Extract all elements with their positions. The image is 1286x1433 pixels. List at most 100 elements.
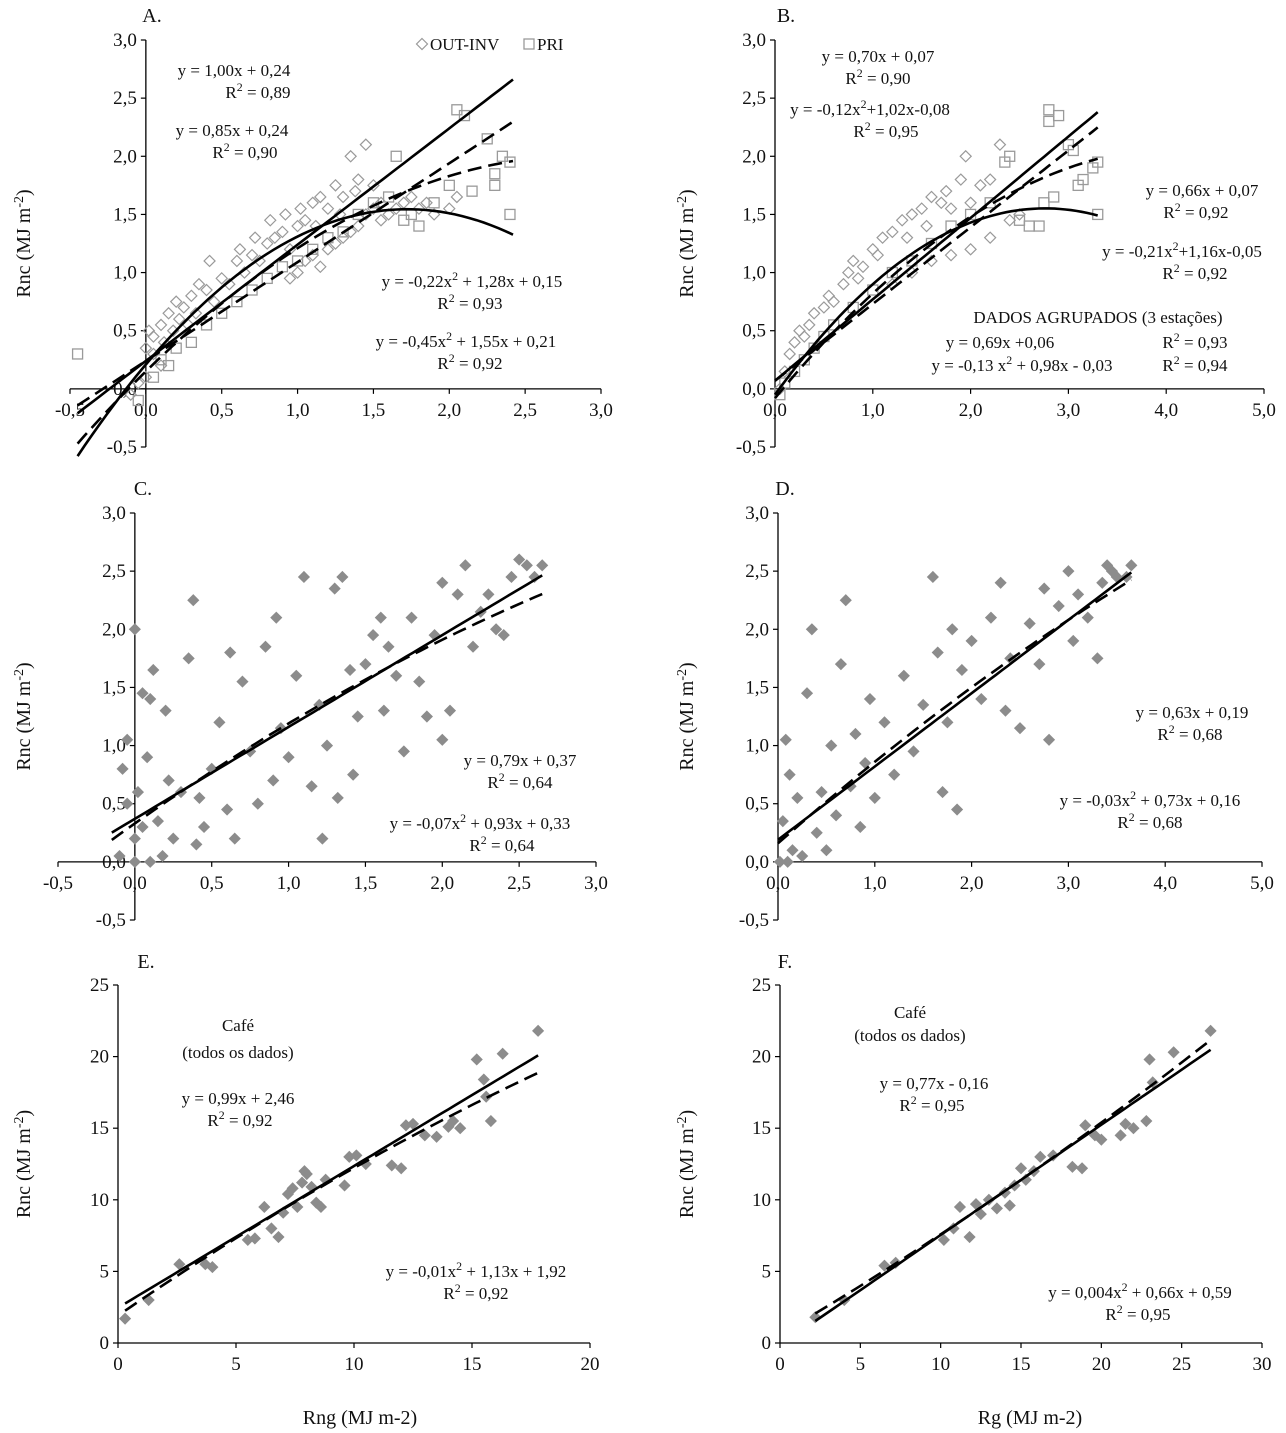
x-tick-label: 0,0 — [134, 400, 158, 421]
data-point — [360, 139, 371, 150]
trendline — [112, 575, 542, 832]
panel-label: C. — [134, 478, 152, 500]
data-point — [237, 676, 248, 687]
trendline-equation: y = 0,99x + 2,46 — [182, 1089, 295, 1108]
trendline — [112, 594, 542, 840]
data-point — [877, 232, 888, 243]
data-point — [148, 664, 159, 675]
x-tick-label: 1,0 — [277, 873, 301, 894]
data-point — [897, 215, 908, 226]
x-tick-label: 2,0 — [959, 400, 983, 421]
data-point — [444, 705, 455, 716]
data-point — [964, 1232, 975, 1243]
y-tick-label: 2,5 — [745, 561, 769, 582]
y-axis-title: Rnc (MJ m-2) — [12, 189, 36, 297]
data-point — [468, 641, 479, 652]
data-point — [386, 1160, 397, 1171]
data-point — [916, 203, 927, 214]
data-point — [966, 635, 977, 646]
data-point — [120, 1313, 131, 1324]
trendline-r2: R2 = 0,92 — [207, 1108, 272, 1130]
y-tick-label: 2,0 — [742, 146, 766, 167]
data-point — [872, 250, 883, 261]
data-point — [339, 1180, 350, 1191]
y-tick-label: 0,5 — [742, 321, 766, 342]
data-point — [163, 308, 174, 319]
y-tick-label: -0,5 — [739, 910, 769, 931]
data-point — [797, 851, 808, 862]
trendline-equation: y = -0,45x2 + 1,55x + 0,21 — [376, 329, 557, 351]
trendline-r2: R2 = 0,92 — [437, 351, 502, 373]
panel-label: B. — [777, 5, 795, 27]
data-point — [353, 174, 364, 185]
trendline-equation: y = -0,07x2 + 0,93x + 0,33 — [390, 811, 571, 833]
data-point — [315, 261, 326, 272]
data-point — [330, 180, 341, 191]
x-tick-label: 25 — [1172, 1354, 1191, 1375]
data-point — [946, 203, 957, 214]
data-point — [1034, 659, 1045, 670]
y-tick-label: -0,5 — [107, 437, 137, 458]
trendline-r2: R2 = 0,93 — [1162, 330, 1227, 352]
data-point — [946, 250, 957, 261]
y-tick-label: 15 — [90, 1118, 109, 1139]
y-axis-title: Rnc (MJ m-2) — [675, 189, 699, 297]
data-point — [853, 273, 864, 284]
x-tick-label: 1,5 — [362, 400, 386, 421]
data-point — [782, 856, 793, 867]
data-point — [811, 827, 822, 838]
data-point — [976, 694, 987, 705]
data-point — [137, 821, 148, 832]
data-point — [414, 221, 424, 231]
data-point — [225, 647, 236, 658]
data-point — [467, 186, 477, 196]
data-point — [1082, 612, 1093, 623]
panel-f: 05101520250 5 10 15 20 25 30Rnc (MJ m-2)F.y = … — [675, 951, 1272, 1375]
y-tick-label: 20 — [90, 1047, 109, 1068]
y-tick-label: 2,0 — [113, 146, 137, 167]
y-tick-label: 2,0 — [102, 619, 126, 640]
trendline-r2: R2 = 0,90 — [845, 66, 910, 88]
data-point — [1068, 635, 1079, 646]
data-point — [838, 279, 849, 290]
x-tick-label: 2,0 — [430, 873, 454, 894]
data-point — [368, 630, 379, 641]
panel-label: F. — [778, 951, 793, 973]
data-point — [1115, 1130, 1126, 1141]
data-point — [117, 763, 128, 774]
data-point — [332, 792, 343, 803]
data-point — [204, 255, 215, 266]
data-point — [955, 174, 966, 185]
trendline-equation: y = -0,01x2 + 1,13x + 1,92 — [386, 1259, 567, 1281]
data-point — [234, 244, 245, 255]
data-point — [298, 571, 309, 582]
data-point — [802, 688, 813, 699]
data-point — [485, 1116, 496, 1127]
data-point — [306, 781, 317, 792]
data-point — [183, 653, 194, 664]
data-point — [1039, 198, 1049, 208]
legend-label: PRI — [537, 35, 564, 54]
data-point — [794, 325, 805, 336]
data-point — [250, 232, 261, 243]
data-point — [975, 180, 986, 191]
data-point — [506, 571, 517, 582]
data-point — [265, 215, 276, 226]
trendline-r2: R2 = 0,94 — [1162, 353, 1228, 375]
data-point — [186, 337, 196, 347]
trendline-equation: y = 1,00x + 0,24 — [178, 61, 291, 80]
data-point — [780, 734, 791, 745]
y-tick-label: 10 — [90, 1190, 109, 1211]
panel-b: -0,5 0,0 0,5 1,0 1,5 2,0 2,5 3,0 0,0 1,0 2,0 3,0 4,0… — [675, 5, 1276, 458]
y-tick-label: 0,5 — [113, 321, 137, 342]
data-point — [259, 1201, 270, 1212]
data-point — [1053, 601, 1064, 612]
y-tick-label: 5 — [762, 1261, 772, 1282]
x-tick-label: 1,0 — [861, 400, 885, 421]
y-tick-label: 1,0 — [113, 263, 137, 284]
data-point — [229, 833, 240, 844]
data-point — [867, 244, 878, 255]
data-point — [932, 647, 943, 658]
x-axis-title-left: Rng (MJ m-2) — [303, 1407, 417, 1429]
x-tick-label: 2,0 — [437, 400, 461, 421]
